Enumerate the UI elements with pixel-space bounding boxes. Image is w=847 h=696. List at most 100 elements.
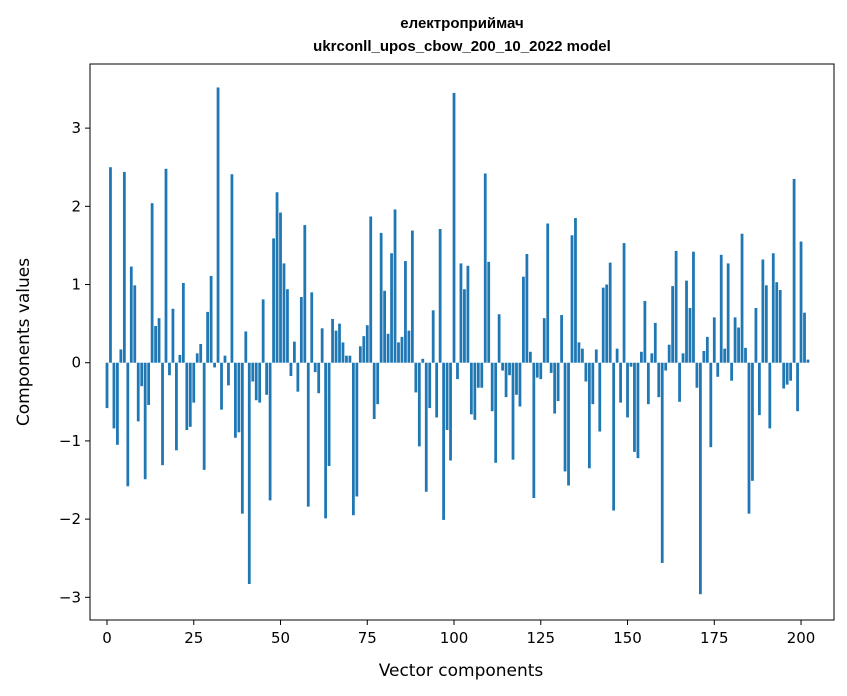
bar-157 xyxy=(650,353,654,363)
bar-15 xyxy=(157,318,161,363)
bars-group xyxy=(105,87,810,595)
bar-61 xyxy=(317,362,321,394)
y-tick-label--2: −2 xyxy=(59,510,81,528)
bar-81 xyxy=(386,333,390,363)
bar-107 xyxy=(476,362,480,388)
bar-139 xyxy=(587,362,591,469)
bar-37 xyxy=(234,362,237,438)
bar-38 xyxy=(237,362,241,433)
bar-188 xyxy=(758,362,761,416)
bar-65 xyxy=(331,318,334,363)
bar-161 xyxy=(664,362,668,371)
bar-92 xyxy=(424,362,428,492)
bar-149 xyxy=(622,243,626,363)
bar-171 xyxy=(699,362,702,595)
bar-96 xyxy=(438,229,442,363)
bar-127 xyxy=(546,223,550,363)
bar-147 xyxy=(615,348,619,363)
bar-141 xyxy=(594,349,598,363)
bar-104 xyxy=(466,265,470,363)
bar-88 xyxy=(410,230,414,363)
bar-103 xyxy=(463,289,466,363)
bar-123 xyxy=(532,362,536,499)
y-axis-label: Components values xyxy=(14,258,34,426)
bar-174 xyxy=(709,362,713,448)
bar-19 xyxy=(171,308,175,363)
bar-169 xyxy=(692,251,695,363)
bar-31 xyxy=(213,362,216,368)
bar-106 xyxy=(473,362,477,420)
bar-16 xyxy=(161,362,164,466)
bar-125 xyxy=(539,362,543,380)
x-tick-label-175: 175 xyxy=(700,629,729,647)
bar-148 xyxy=(619,362,622,403)
bar-6 xyxy=(126,362,130,487)
bar-66 xyxy=(334,330,338,363)
bar-175 xyxy=(712,317,716,363)
x-axis-ticks: 0 25 50 75 100 125 150 175 200 xyxy=(102,620,815,647)
bar-143 xyxy=(601,287,605,363)
chart-title-line2: ukrconll_upos_cbow_200_10_2022 model xyxy=(313,38,611,55)
bar-130 xyxy=(556,362,560,402)
bar-44 xyxy=(258,362,262,403)
bar-115 xyxy=(504,362,508,398)
bar-158 xyxy=(653,322,657,363)
bar-173 xyxy=(705,336,709,363)
bar-28 xyxy=(202,362,206,470)
y-tick-label-1: 1 xyxy=(71,276,81,294)
bar-166 xyxy=(681,353,685,363)
bar-152 xyxy=(633,362,636,452)
y-tick-label--1: −1 xyxy=(59,432,81,450)
x-tick-label-0: 0 xyxy=(102,629,112,647)
bar-137 xyxy=(581,348,584,363)
bar-122 xyxy=(528,351,532,363)
bar-170 xyxy=(695,362,699,388)
bar-4 xyxy=(119,349,123,363)
bar-75 xyxy=(365,325,369,363)
bar-145 xyxy=(608,262,612,363)
bar-136 xyxy=(577,342,581,363)
bar-191 xyxy=(768,362,772,429)
bar-55 xyxy=(296,362,300,392)
bar-2 xyxy=(112,362,116,429)
bar-14 xyxy=(154,325,157,363)
bar-11 xyxy=(143,362,147,480)
bar-85 xyxy=(400,336,404,363)
bar-97 xyxy=(442,362,445,520)
bar-51 xyxy=(282,263,286,363)
bar-189 xyxy=(761,259,765,363)
bar-21 xyxy=(178,354,182,363)
bar-111 xyxy=(490,362,494,412)
bar-3 xyxy=(116,362,119,445)
bar-42 xyxy=(251,362,255,382)
y-tick-label-3: 3 xyxy=(71,119,81,137)
y-tick-label--3: −3 xyxy=(59,588,81,606)
bar-101 xyxy=(456,362,459,380)
bar-78 xyxy=(376,362,380,405)
bar-182 xyxy=(737,327,740,363)
bar-39 xyxy=(240,362,244,514)
bar-30 xyxy=(209,275,213,363)
bar-163 xyxy=(671,286,675,363)
bar-102 xyxy=(459,263,463,363)
bar-54 xyxy=(293,341,296,363)
bar-64 xyxy=(327,362,331,466)
bar-159 xyxy=(657,362,661,398)
bar-164 xyxy=(674,250,678,363)
bar-180 xyxy=(730,362,734,381)
bar-117 xyxy=(511,362,515,460)
bar-10 xyxy=(140,362,144,387)
bar-45 xyxy=(261,299,265,363)
bar-178 xyxy=(723,348,727,363)
bar-109 xyxy=(483,173,487,363)
bar-185 xyxy=(747,362,751,514)
x-tick-label-50: 50 xyxy=(271,629,290,647)
bar-73 xyxy=(358,346,362,363)
bar-200 xyxy=(799,241,803,363)
bar-83 xyxy=(393,209,397,363)
y-tick-label-0: 0 xyxy=(71,354,81,372)
bar-9 xyxy=(136,362,140,422)
bar-5 xyxy=(122,171,126,363)
bar-202 xyxy=(806,359,810,363)
